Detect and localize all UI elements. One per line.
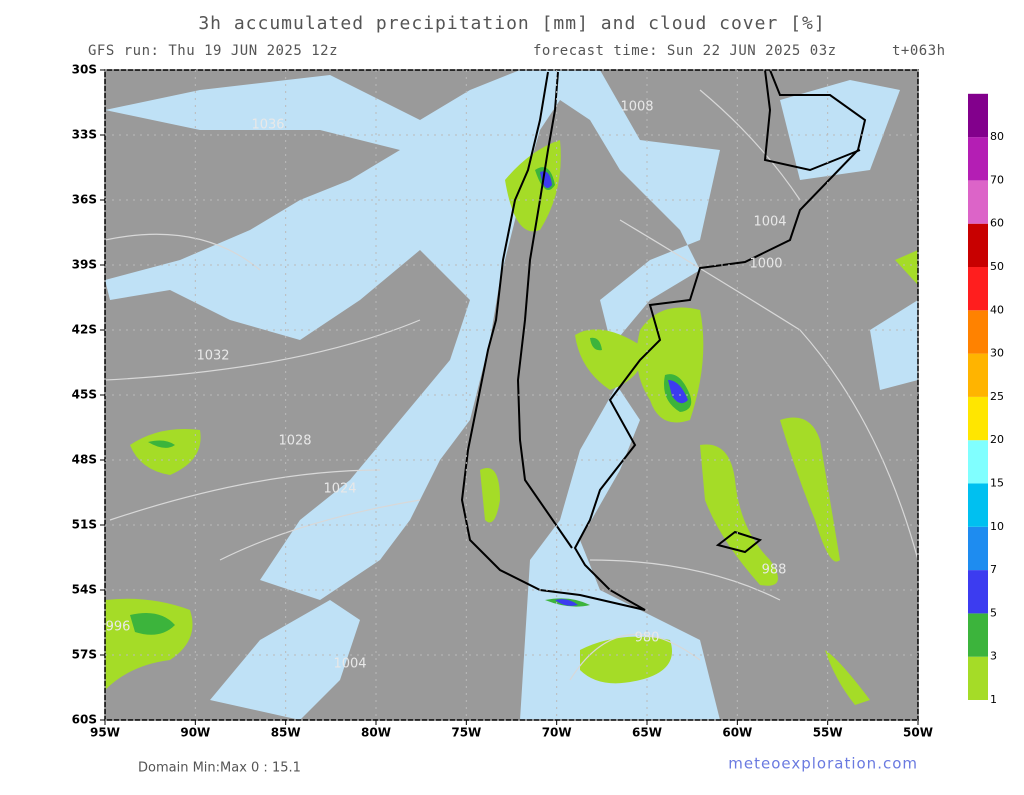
x-tick-label: 65W	[632, 726, 662, 740]
y-tick-label: 57S	[72, 648, 97, 662]
colorbar-segment	[968, 483, 988, 527]
isobar-label: 1036	[251, 118, 284, 133]
x-tick-label: 50W	[903, 726, 933, 740]
y-tick-label: 33S	[72, 128, 97, 142]
colorbar-segment	[968, 223, 988, 267]
x-tick-label: 70W	[542, 726, 572, 740]
coastline	[460, 70, 867, 611]
colorbar-label: 60	[990, 217, 1004, 230]
isobar-label: 1032	[196, 349, 229, 364]
colorbar-label: 50	[990, 260, 1004, 273]
isobar-label: 1000	[749, 257, 782, 272]
colorbar-label: 1	[990, 693, 997, 706]
y-tick-label: 36S	[72, 193, 97, 207]
isobar-label: 1024	[323, 482, 356, 497]
isobar	[105, 89, 918, 681]
isobar-label: 1004	[333, 657, 366, 672]
colorbar-segment	[968, 396, 988, 441]
forecast-time: forecast time: Sun 22 JUN 2025 03z	[533, 43, 837, 59]
colorbar-segment	[968, 180, 988, 224]
y-tick-label: 39S	[72, 258, 97, 272]
colorbar-label: 7	[990, 563, 997, 576]
domain-minmax: Domain Min:Max 0 : 15.1	[138, 761, 301, 776]
isobar-label: 988	[762, 563, 787, 578]
y-tick-label: 48S	[72, 453, 97, 467]
colorbar-label: 3	[990, 650, 997, 663]
x-tick-label: 90W	[180, 726, 210, 740]
colorbar-segment	[968, 613, 988, 657]
y-tick-label: 54S	[72, 583, 97, 597]
isobar-label: 1008	[620, 100, 653, 115]
y-tick-label: 45S	[72, 388, 97, 402]
colorbar-label: 80	[990, 130, 1004, 143]
colorbar-segment	[968, 353, 988, 397]
colorbar-segment	[968, 570, 988, 614]
colorbar-segment	[968, 137, 988, 181]
colorbar-segment	[968, 656, 988, 700]
clear-sky	[105, 70, 720, 720]
isobar-labels: 1036103210281024100810041000988996980100…	[106, 100, 787, 672]
isobar-label: 1004	[753, 215, 786, 230]
colorbar-label: 30	[990, 347, 1004, 360]
x-tick-label: 60W	[722, 726, 752, 740]
x-tick-label: 80W	[361, 726, 391, 740]
colorbar-label: 5	[990, 606, 997, 619]
colorbar-segment	[968, 267, 988, 311]
map-body	[105, 70, 918, 720]
lead-time: t+063h	[892, 43, 946, 59]
colorbar-segment	[968, 526, 988, 571]
colorbar-segment	[968, 310, 988, 354]
y-tick-label: 42S	[72, 323, 97, 337]
x-tick-label: 95W	[90, 726, 120, 740]
colorbar-label: 15	[990, 477, 1004, 490]
colorbar-label: 10	[990, 520, 1004, 533]
y-tick-label: 30S	[72, 63, 97, 77]
colorbar-label: 25	[990, 390, 1004, 403]
colorbar-segment	[968, 93, 988, 138]
y-tick-label: 51S	[72, 518, 97, 532]
title: 3h accumulated precipitation [mm] and cl…	[198, 13, 825, 34]
y-tick-label: 60S	[72, 713, 97, 727]
isobar-label: 1028	[278, 434, 311, 449]
x-tick-label: 75W	[451, 726, 481, 740]
run-info: GFS run: Thu 19 JUN 2025 12z	[88, 43, 338, 59]
colorbar-label: 70	[990, 173, 1004, 186]
isobar-label: 996	[106, 620, 131, 635]
x-tick-label: 55W	[813, 726, 843, 740]
clear-sky	[210, 80, 918, 720]
colorbar-segment	[968, 440, 988, 484]
credit[interactable]: meteoexploration.com	[728, 755, 918, 773]
border	[516, 70, 861, 554]
colorbar-label: 20	[990, 433, 1004, 446]
colorbar-label: 40	[990, 303, 1004, 316]
x-tick-label: 85W	[271, 726, 301, 740]
